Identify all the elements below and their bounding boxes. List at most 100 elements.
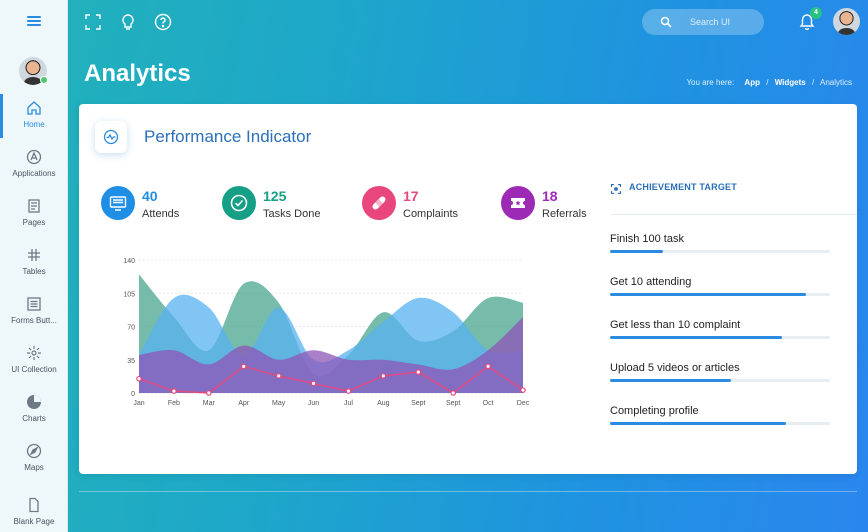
- progress-fill: [610, 250, 663, 253]
- stat-label: Complaints: [403, 208, 459, 220]
- card-title: Performance Indicator: [144, 127, 312, 146]
- stat-attends: 40 Attends: [101, 186, 231, 226]
- data-point[interactable]: [136, 375, 142, 382]
- ticket-icon: [511, 198, 525, 208]
- check-circle-icon: [230, 194, 248, 212]
- notification-badge: 4: [810, 7, 822, 19]
- performance-card: Performance Indicator 40 Attends 125 Tas…: [79, 104, 857, 474]
- breadcrumb-widgets[interactable]: Widgets: [774, 78, 806, 87]
- stat-complaints: 17 Complaints: [362, 186, 492, 226]
- task-label: Completing profile: [610, 405, 699, 417]
- home-icon: [27, 101, 41, 115]
- pulse-icon: [103, 129, 119, 145]
- divider: [611, 214, 857, 215]
- help-icon[interactable]: [154, 13, 172, 31]
- progress-bar: [610, 336, 830, 339]
- y-tick-label: 35: [127, 358, 135, 365]
- sidebar-item-label: Blank Page: [13, 517, 55, 526]
- sidebar-item-maps[interactable]: Maps: [0, 443, 68, 489]
- file-icon: [29, 497, 39, 513]
- achievement-heading: ACHIEVEMENT TARGET: [611, 182, 737, 194]
- breadcrumb-prefix: You are here:: [686, 78, 735, 87]
- stat-tasks-done: 125 Tasks Done: [222, 186, 352, 226]
- lightbulb-icon[interactable]: [119, 13, 137, 31]
- x-tick-label: May: [272, 400, 286, 407]
- progress-bar: [610, 293, 830, 296]
- x-tick-label: Sept: [411, 400, 425, 407]
- fullscreen-icon[interactable]: [84, 13, 102, 31]
- achievement-task: Get 10 attending: [610, 276, 830, 302]
- search-input[interactable]: [690, 14, 760, 30]
- data-point[interactable]: [275, 373, 282, 379]
- menu-icon[interactable]: [27, 16, 41, 28]
- performance-chart: 0 35 70 105 140 Jan Feb Mar Apr May Jun Jul Aug Sept S…: [123, 258, 530, 407]
- form-icon: [27, 297, 41, 311]
- stat-label: Attends: [142, 208, 180, 220]
- flower-icon: [27, 346, 41, 360]
- data-point[interactable]: [345, 388, 352, 394]
- x-tick-label: Dec: [517, 400, 530, 407]
- page-title: Analytics: [84, 60, 191, 87]
- data-point[interactable]: [450, 390, 456, 396]
- data-point[interactable]: [415, 369, 422, 375]
- x-tick-label: Jul: [344, 400, 353, 407]
- area-series-3: [139, 317, 523, 393]
- y-tick-label: 140: [123, 258, 135, 265]
- data-point[interactable]: [171, 388, 177, 394]
- avatar[interactable]: [19, 57, 47, 85]
- breadcrumb: You are here: App / Widgets / Analytics: [686, 78, 852, 87]
- monitor-icon: [109, 196, 127, 211]
- data-point[interactable]: [240, 363, 247, 370]
- sidebar-item-tables[interactable]: Tables: [0, 247, 68, 293]
- pie-icon: [27, 395, 41, 409]
- sidebar-item-applications[interactable]: Applications: [0, 149, 68, 195]
- stat-referrals: 18 Referrals: [501, 186, 631, 226]
- stat-value: 17: [403, 188, 419, 204]
- sidebar-item-forms[interactable]: Forms Butt...: [0, 296, 68, 342]
- hash-icon: [28, 249, 40, 261]
- data-point[interactable]: [380, 373, 387, 379]
- achievement-heading-text: ACHIEVEMENT TARGET: [629, 182, 737, 192]
- progress-fill: [610, 422, 786, 425]
- x-tick-label: Mar: [203, 400, 216, 407]
- breadcrumb-app[interactable]: App: [744, 78, 760, 87]
- sidebar-item-home[interactable]: Home: [0, 94, 68, 146]
- stat-circle: [101, 186, 135, 220]
- stat-label: Referrals: [542, 208, 587, 220]
- task-label: Get less than 10 complaint: [610, 319, 741, 331]
- search-box[interactable]: [642, 9, 764, 35]
- achievement-task: Completing profile: [610, 405, 830, 431]
- data-point[interactable]: [520, 387, 526, 393]
- data-point[interactable]: [310, 380, 317, 387]
- x-tick-label: Jun: [308, 400, 319, 407]
- data-point[interactable]: [206, 390, 212, 396]
- sidebar-item-label: Maps: [24, 463, 44, 472]
- sidebar-item-blank-page[interactable]: Blank Page: [0, 497, 68, 532]
- stat-value: 18: [542, 188, 558, 204]
- task-label: Get 10 attending: [610, 276, 692, 288]
- task-label: Finish 100 task: [610, 233, 684, 245]
- bandage-icon: [372, 196, 386, 210]
- sidebar-item-label: Home: [23, 120, 45, 129]
- y-tick-label: 70: [127, 325, 135, 332]
- achievement-task: Finish 100 task: [610, 233, 830, 259]
- bell-icon[interactable]: [799, 13, 815, 30]
- stat-circle: [222, 186, 256, 220]
- sidebar-item-label: Charts: [22, 414, 46, 423]
- sidebar-item-ui-collection[interactable]: UI Collection: [0, 345, 68, 391]
- sidebar-item-label: Pages: [22, 218, 46, 227]
- compass-icon: [26, 443, 42, 459]
- pages-icon: [28, 199, 40, 213]
- x-tick-label: Aug: [377, 400, 390, 407]
- x-tick-label: Feb: [168, 400, 180, 407]
- user-avatar[interactable]: [833, 8, 860, 35]
- progress-fill: [610, 379, 731, 382]
- online-status-dot: [40, 76, 48, 84]
- progress-bar: [610, 422, 830, 425]
- y-tick-label: 0: [131, 391, 135, 398]
- sidebar-item-pages[interactable]: Pages: [0, 198, 68, 244]
- data-point[interactable]: [485, 363, 491, 370]
- achievement-task: Upload 5 videos or articles: [610, 362, 830, 388]
- sidebar-item-charts[interactable]: Charts: [0, 394, 68, 440]
- stat-circle: [362, 186, 396, 220]
